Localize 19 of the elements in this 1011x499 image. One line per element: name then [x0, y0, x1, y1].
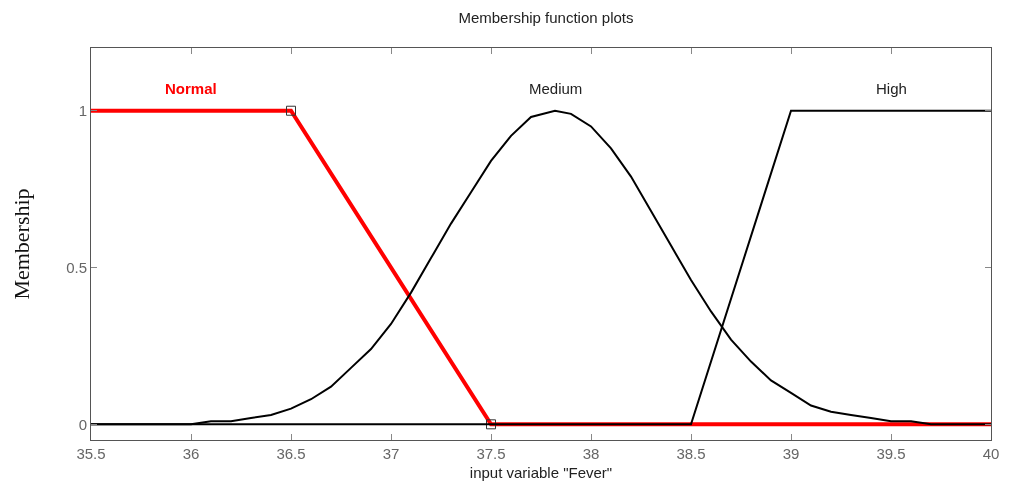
x-tick-label: 37.5 [476, 445, 506, 462]
series-label: High [876, 80, 907, 97]
y-tick-label: 1 [78, 101, 87, 119]
x-tick-label: 39 [782, 445, 800, 462]
series-label: Medium [529, 80, 583, 97]
x-axis-title: input variable "Fever" [469, 464, 613, 481]
y-tick-label: 0.5 [66, 258, 87, 276]
x-tick-label: 36.5 [276, 445, 306, 462]
x-tick-label: 37 [382, 445, 400, 462]
x-tick-label: 40 [982, 445, 1000, 462]
chart-title: Membership function plots [458, 8, 634, 26]
x-tick-label: 39.5 [876, 445, 906, 462]
x-tick-label: 35.5 [76, 445, 106, 462]
x-tick-label: 38.5 [676, 445, 706, 462]
y-tick-label: 0 [78, 415, 87, 433]
series-label: Normal [165, 80, 217, 97]
y-axis-title: Membership [8, 188, 34, 300]
x-tick-label: 38 [582, 445, 600, 462]
x-tick-label: 36 [182, 445, 200, 462]
